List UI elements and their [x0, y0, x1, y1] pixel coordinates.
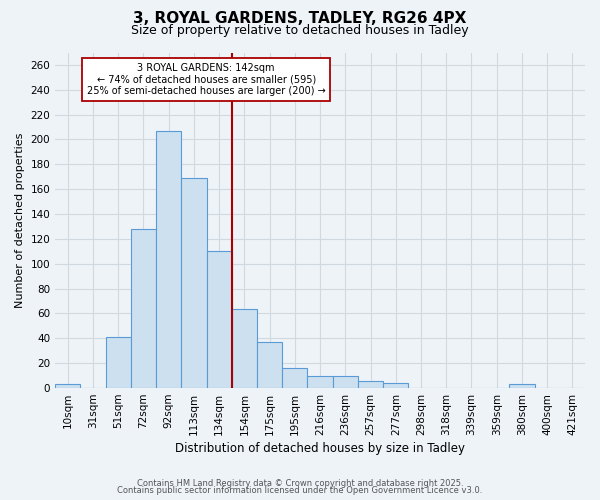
Bar [232, 308, 257, 388]
Bar [131, 229, 156, 388]
Bar [206, 252, 232, 388]
Text: Size of property relative to detached houses in Tadley: Size of property relative to detached ho… [131, 24, 469, 37]
Bar [282, 368, 307, 388]
Bar [257, 342, 282, 388]
Bar [358, 380, 383, 388]
Bar [307, 376, 332, 388]
Bar [509, 384, 535, 388]
Bar [181, 178, 206, 388]
Text: 3, ROYAL GARDENS, TADLEY, RG26 4PX: 3, ROYAL GARDENS, TADLEY, RG26 4PX [133, 11, 467, 26]
Y-axis label: Number of detached properties: Number of detached properties [15, 132, 25, 308]
Text: 3 ROYAL GARDENS: 142sqm
← 74% of detached houses are smaller (595)
25% of semi-d: 3 ROYAL GARDENS: 142sqm ← 74% of detache… [87, 62, 326, 96]
Text: Contains public sector information licensed under the Open Government Licence v3: Contains public sector information licen… [118, 486, 482, 495]
Bar [106, 337, 131, 388]
Bar [156, 131, 181, 388]
Text: Contains HM Land Registry data © Crown copyright and database right 2025.: Contains HM Land Registry data © Crown c… [137, 478, 463, 488]
Bar [55, 384, 80, 388]
Bar [383, 383, 409, 388]
Bar [332, 376, 358, 388]
X-axis label: Distribution of detached houses by size in Tadley: Distribution of detached houses by size … [175, 442, 465, 455]
